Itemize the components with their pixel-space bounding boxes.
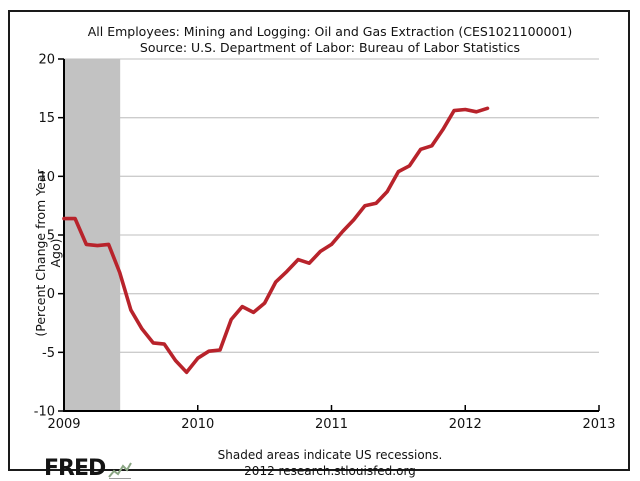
recession-band	[64, 59, 121, 411]
y-tick-label: 5	[47, 229, 55, 244]
y-tick-label: 0	[47, 287, 55, 302]
recession-note: Shaded areas indicate US recessions.	[217, 448, 443, 462]
data-line	[62, 106, 490, 375]
y-tick-label: 20	[38, 53, 55, 68]
chart-title: All Employees: Mining and Logging: Oil a…	[87, 24, 573, 39]
chart-subtitle: Source: U.S. Department of Labor: Bureau…	[139, 40, 521, 55]
fred-logo: FRED	[44, 456, 133, 481]
fred-logo-text: FRED	[44, 456, 106, 481]
x-tick-label: 2012	[449, 417, 482, 432]
fred-logo-chart-icon	[108, 462, 133, 479]
x-tick-label: 2013	[582, 417, 615, 432]
x-tick-label: 2011	[315, 417, 348, 432]
y-tick-label: 10	[38, 170, 55, 185]
x-tick-label: 2010	[181, 417, 214, 432]
x-tick-label: 2009	[47, 417, 80, 432]
y-tick-label: -10	[34, 405, 55, 420]
y-tick-label: -5	[42, 346, 55, 361]
attribution: 2012 research.stlouisfed.org	[244, 464, 416, 478]
chart-frame: All Employees: Mining and Logging: Oil a…	[8, 10, 630, 481]
y-tick-label: 15	[38, 111, 55, 126]
